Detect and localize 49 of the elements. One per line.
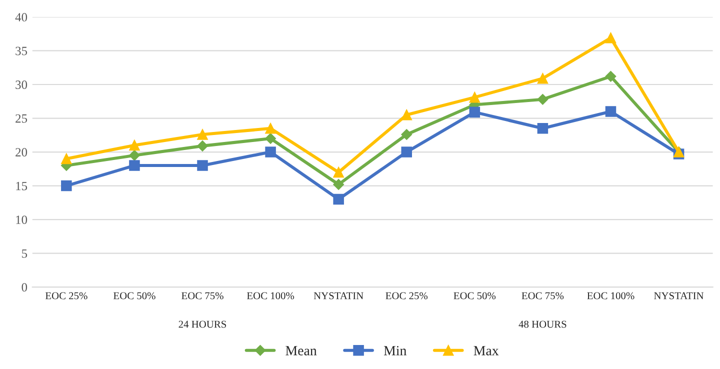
point (537, 94, 548, 105)
x-tick-label: NYSTATIN (654, 292, 704, 300)
point (129, 160, 140, 171)
y-tick-label: 5 (22, 249, 28, 258)
point (61, 180, 72, 192)
point (401, 110, 412, 120)
legend-label: Min (384, 346, 406, 356)
legend-label: Max (474, 346, 499, 356)
y-tick-label: 10 (16, 216, 28, 224)
point (265, 146, 276, 158)
point (605, 70, 616, 82)
x-tick-label: EOC 75% (182, 292, 224, 300)
text: 24 HOURS (178, 320, 226, 328)
point (605, 32, 616, 44)
legend-label: Mean (286, 346, 317, 356)
x-tick-label: EOC 50% (454, 292, 496, 300)
point (197, 160, 208, 171)
point (469, 106, 480, 118)
point (265, 123, 276, 134)
point (129, 140, 140, 151)
y-tick-label: 30 (16, 80, 28, 89)
point (197, 129, 208, 140)
point (333, 194, 344, 205)
point (469, 92, 480, 103)
y-tick-label: 25 (16, 114, 28, 123)
point (197, 140, 208, 152)
y-tick-label: 35 (16, 46, 28, 56)
point (333, 166, 344, 178)
point (537, 123, 548, 134)
y-tick-label: 20 (16, 148, 28, 156)
y-tick-label: 15 (16, 182, 28, 190)
point (537, 73, 548, 84)
x-tick-label: EOC 100% (587, 292, 634, 300)
x-tick-label: EOC 25% (386, 292, 428, 300)
x-tick-label: NYSTATIN (314, 292, 364, 300)
point (129, 150, 140, 161)
point (333, 179, 344, 190)
x-tick-label: EOC 100% (246, 292, 294, 300)
x-tick-label: EOC 75% (522, 292, 564, 300)
point (61, 153, 72, 164)
x-tick-label: EOC 50% (113, 292, 156, 300)
point (265, 133, 276, 144)
y-tick-label: 0 (22, 283, 28, 292)
y-tick-label: 40 (15, 13, 28, 22)
point (605, 106, 616, 117)
point (401, 146, 412, 158)
point (401, 129, 412, 140)
x-tick-label: EOC 25% (45, 292, 88, 300)
text: 48 HOURS (518, 320, 566, 328)
